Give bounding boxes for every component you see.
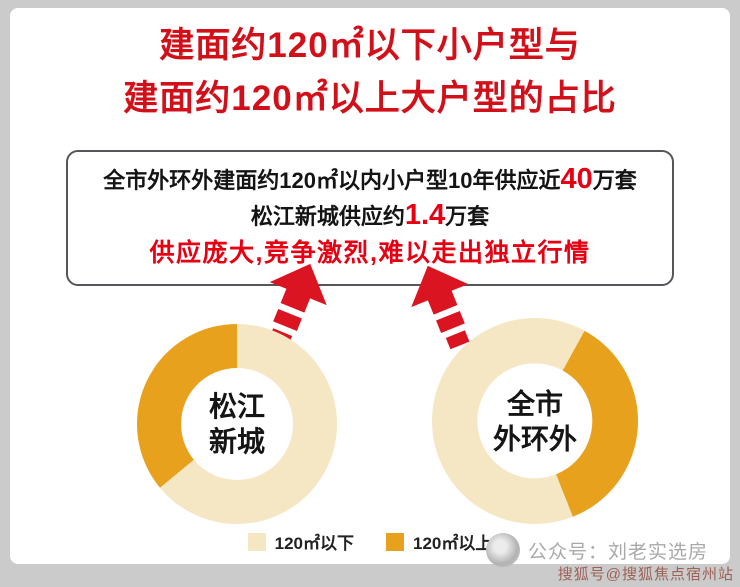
up-arrow-right-icon (398, 254, 494, 369)
legend-label-over-120: 120㎡以上 (413, 534, 493, 553)
legend-label-under-120: 120㎡以下 (274, 534, 354, 553)
sohu-watermark: 搜狐号@搜狐焦点宿州站 (557, 566, 734, 583)
summary-line-2: 松江新城供应约1.4万套 (72, 198, 668, 234)
donut-center-label-songjiang: 松江 新城 (208, 391, 265, 457)
infographic-card: 建面约120㎡以下小户型与 建面约120㎡以上大户型的占比 全市外环外建面约12… (10, 8, 730, 564)
legend-item-over-120: 120㎡以上 (386, 529, 492, 554)
summary-line-2-highlight: 1.4 (404, 199, 446, 231)
summary-line-1-suffix: 万套 (592, 168, 637, 193)
donut-hole: 松江 新城 (181, 368, 293, 480)
legend-swatch-orange (386, 532, 404, 551)
summary-line-2-text: 松江新城供应约 (250, 204, 405, 229)
donut-hole: 全市 外环外 (477, 363, 593, 479)
summary-box: 全市外环外建面约120㎡以内小户型10年供应近40万套 松江新城供应约1.4万套… (66, 150, 674, 286)
summary-line-1-text: 全市外环外建面约120㎡以内小户型10年供应近 (103, 168, 561, 193)
chart-legend: 120㎡以下 120㎡以上 (10, 529, 730, 554)
title-line-1: 建面约120㎡以下小户型与 (159, 26, 581, 65)
donut-chart-songjiang: 松江 新城 (137, 324, 337, 524)
official-account-watermark: 公众号：刘老实选房 (486, 533, 708, 567)
page-title: 建面约120㎡以下小户型与 建面约120㎡以上大户型的占比 (10, 20, 730, 125)
title-line-2: 建面约120㎡以上大户型的占比 (123, 78, 617, 118)
summary-line-1: 全市外环外建面约120㎡以内小户型10年供应近40万套 (72, 162, 668, 198)
summary-warning-line: 供应庞大,竞争激烈,难以走出独立行情 (149, 239, 591, 267)
watermark-logo-icon (486, 533, 520, 567)
legend-item-under-120: 120㎡以下 (247, 529, 354, 554)
summary-line-2-suffix: 万套 (445, 204, 490, 229)
official-account-text: 公众号：刘老实选房 (528, 541, 709, 563)
summary-line-1-highlight: 40 (560, 163, 593, 195)
legend-swatch-cream (247, 532, 266, 551)
donut-center-label-citywide: 全市 外环外 (492, 387, 578, 454)
donut-chart-citywide: 全市 外环外 (432, 318, 638, 524)
